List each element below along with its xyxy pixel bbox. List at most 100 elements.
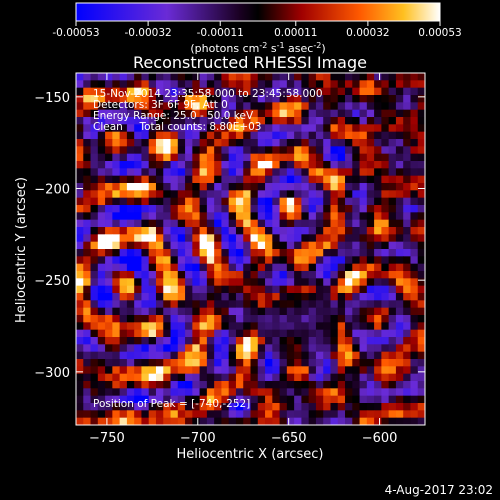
heatmap-cell [97, 131, 106, 140]
heatmap-cell [279, 234, 288, 243]
heatmap-cell [76, 117, 84, 125]
heatmap-cell [374, 241, 382, 250]
heatmap-cell [388, 161, 397, 169]
heatmap-cell [308, 293, 317, 301]
heatmap-cell [83, 109, 91, 118]
heatmap-cell [76, 190, 84, 199]
heatmap-cell [177, 139, 186, 147]
heatmap-cell [308, 329, 317, 338]
heatmap-cell [410, 366, 419, 375]
heatmap-cell [337, 212, 346, 221]
colorbar-tick-label: 0.00032 [346, 27, 389, 39]
heatmap-cell [170, 381, 179, 389]
heatmap-cell [410, 263, 419, 272]
heatmap-cell [155, 109, 164, 118]
heatmap-cell [403, 227, 411, 235]
heatmap-cell [199, 388, 208, 397]
heatmap-cell [199, 190, 208, 199]
x-tick-label: −600 [362, 431, 398, 446]
heatmap-cell [272, 373, 280, 382]
heatmap-cell [301, 322, 310, 331]
heatmap-cell [214, 395, 222, 404]
heatmap-cell [83, 329, 91, 338]
heatmap-cell [185, 190, 193, 199]
heatmap-cell [228, 80, 237, 89]
heatmap-cell [185, 351, 193, 360]
heatmap-cell [192, 263, 200, 272]
heatmap-cell [301, 285, 310, 294]
heatmap-cell [337, 205, 346, 213]
heatmap-cell [185, 197, 193, 206]
heatmap-cell [206, 219, 215, 228]
heatmap-cell [112, 80, 121, 89]
heatmap-cell [308, 197, 317, 206]
heatmap-cell [221, 403, 230, 411]
heatmap-cell [301, 190, 310, 199]
heatmap-cell [90, 249, 99, 257]
heatmap-cell [301, 417, 310, 425]
heatmap-cell [76, 293, 84, 301]
heatmap-cell [214, 175, 222, 184]
heatmap-cell [177, 205, 186, 213]
heatmap-cell [366, 205, 375, 213]
heatmap-cell [374, 161, 382, 169]
heatmap-cell [163, 234, 171, 243]
heatmap-cell [221, 263, 230, 272]
heatmap-cell [417, 212, 425, 221]
heatmap-cell [286, 315, 295, 323]
heatmap-cell [279, 249, 288, 257]
heatmap-cell [141, 124, 150, 133]
heatmap-cell [206, 168, 215, 177]
heatmap-cell [381, 109, 390, 118]
heatmap-cell [381, 307, 390, 316]
heatmap-cell [105, 329, 113, 338]
heatmap-cell [337, 410, 346, 419]
heatmap-cell [228, 102, 237, 111]
heatmap-cell [134, 381, 142, 389]
heatmap-cell [192, 381, 200, 389]
heatmap-cell [134, 417, 142, 425]
heatmap-cell [374, 197, 382, 206]
heatmap-cell [315, 337, 324, 345]
heatmap-cell [170, 109, 179, 118]
footer-date: 4-Aug-2017 23:02 [385, 483, 493, 497]
heatmap-cell [366, 381, 375, 389]
heatmap-cell [388, 337, 397, 345]
heatmap-cell [90, 307, 99, 316]
heatmap-cell [243, 256, 251, 265]
heatmap-cell [90, 117, 99, 125]
heatmap-cell [395, 359, 404, 367]
heatmap-cell [359, 80, 368, 89]
heatmap-cell [221, 395, 230, 404]
heatmap-cell [199, 403, 208, 411]
heatmap-cell [395, 109, 404, 118]
heatmap-cell [374, 256, 382, 265]
heatmap-cell [112, 410, 121, 419]
heatmap-cell [155, 322, 164, 331]
heatmap-cell [308, 249, 317, 257]
heatmap-cell [112, 285, 121, 294]
heatmap-cell [410, 315, 419, 323]
heatmap-cell [337, 146, 346, 155]
heatmap-cell [206, 263, 215, 272]
heatmap-cell [257, 351, 266, 360]
heatmap-cell [308, 344, 317, 353]
heatmap-cell [112, 278, 121, 287]
heatmap-cell [228, 285, 237, 294]
heatmap-cell [381, 249, 390, 257]
heatmap-cell [374, 271, 382, 279]
heatmap-cell [134, 175, 142, 184]
heatmap-cell [301, 249, 310, 257]
heatmap-cell [286, 87, 295, 96]
heatmap-cell [366, 95, 375, 103]
heatmap-cell [381, 234, 390, 243]
heatmap-cell [76, 381, 84, 389]
heatmap-cell [374, 263, 382, 272]
heatmap-cell [417, 139, 425, 147]
heatmap-cell [170, 146, 179, 155]
heatmap-cell [206, 395, 215, 404]
heatmap-cell [90, 417, 99, 425]
heatmap-cell [308, 131, 317, 140]
heatmap-cell [76, 153, 84, 162]
heatmap-cell [366, 271, 375, 279]
